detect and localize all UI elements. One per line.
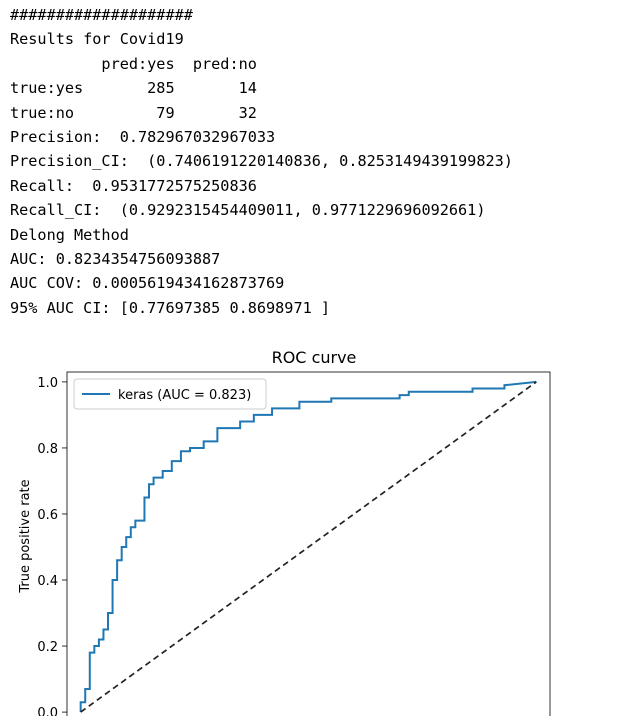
console-line: AUC COV: 0.0005619434162873769 bbox=[10, 274, 285, 293]
console-line: Precision_CI: (0.7406191220140836, 0.825… bbox=[10, 152, 513, 171]
y-tick-label: 0.0 bbox=[37, 706, 58, 716]
chart-title: ROC curve bbox=[272, 348, 357, 367]
console-line: Delong Method bbox=[10, 225, 129, 244]
legend-label: keras (AUC = 0.823) bbox=[118, 388, 251, 403]
console-line: Recall: 0.9531772575250836 bbox=[10, 176, 257, 195]
console-line: Precision: 0.782967032967033 bbox=[10, 127, 276, 146]
console-line: AUC: 0.8234354756093887 bbox=[10, 249, 221, 268]
legend-box bbox=[73, 378, 267, 410]
console-output: #################### Results for Covid19 … bbox=[10, 3, 513, 320]
y-tick-label: 0.4 bbox=[37, 574, 58, 589]
y-tick-label: 0.6 bbox=[37, 508, 58, 523]
chance-diagonal-line bbox=[80, 381, 537, 713]
roc-chart: ROC curve True positive rate 0.0 0.2 0.4 0.… bbox=[18, 348, 551, 716]
y-tick-label: 1.0 bbox=[37, 376, 58, 391]
y-axis-label: True positive rate bbox=[18, 479, 33, 593]
legend: keras (AUC = 0.823) bbox=[73, 378, 267, 410]
console-line: #################### bbox=[10, 6, 193, 24]
roc-series-line bbox=[79, 380, 537, 713]
axes-frame bbox=[66, 371, 551, 716]
plot-area bbox=[66, 371, 551, 716]
console-line: Results for Covid19 bbox=[10, 30, 184, 49]
console-line: true:no 79 32 bbox=[10, 103, 257, 122]
y-tick-label: 0.2 bbox=[37, 640, 58, 655]
console-line: pred:yes pred:no bbox=[10, 54, 257, 73]
axis-ticks: 0.00.20.40.60.81.00.00.20.40.60.81.0 bbox=[37, 376, 67, 716]
y-tick-label: 0.8 bbox=[37, 442, 58, 457]
console-line: true:yes 285 14 bbox=[10, 79, 257, 98]
console-line: Recall_CI: (0.9292315454409011, 0.977122… bbox=[10, 201, 486, 220]
console-line: 95% AUC CI: [0.77697385 0.8698971 ] bbox=[10, 298, 331, 317]
